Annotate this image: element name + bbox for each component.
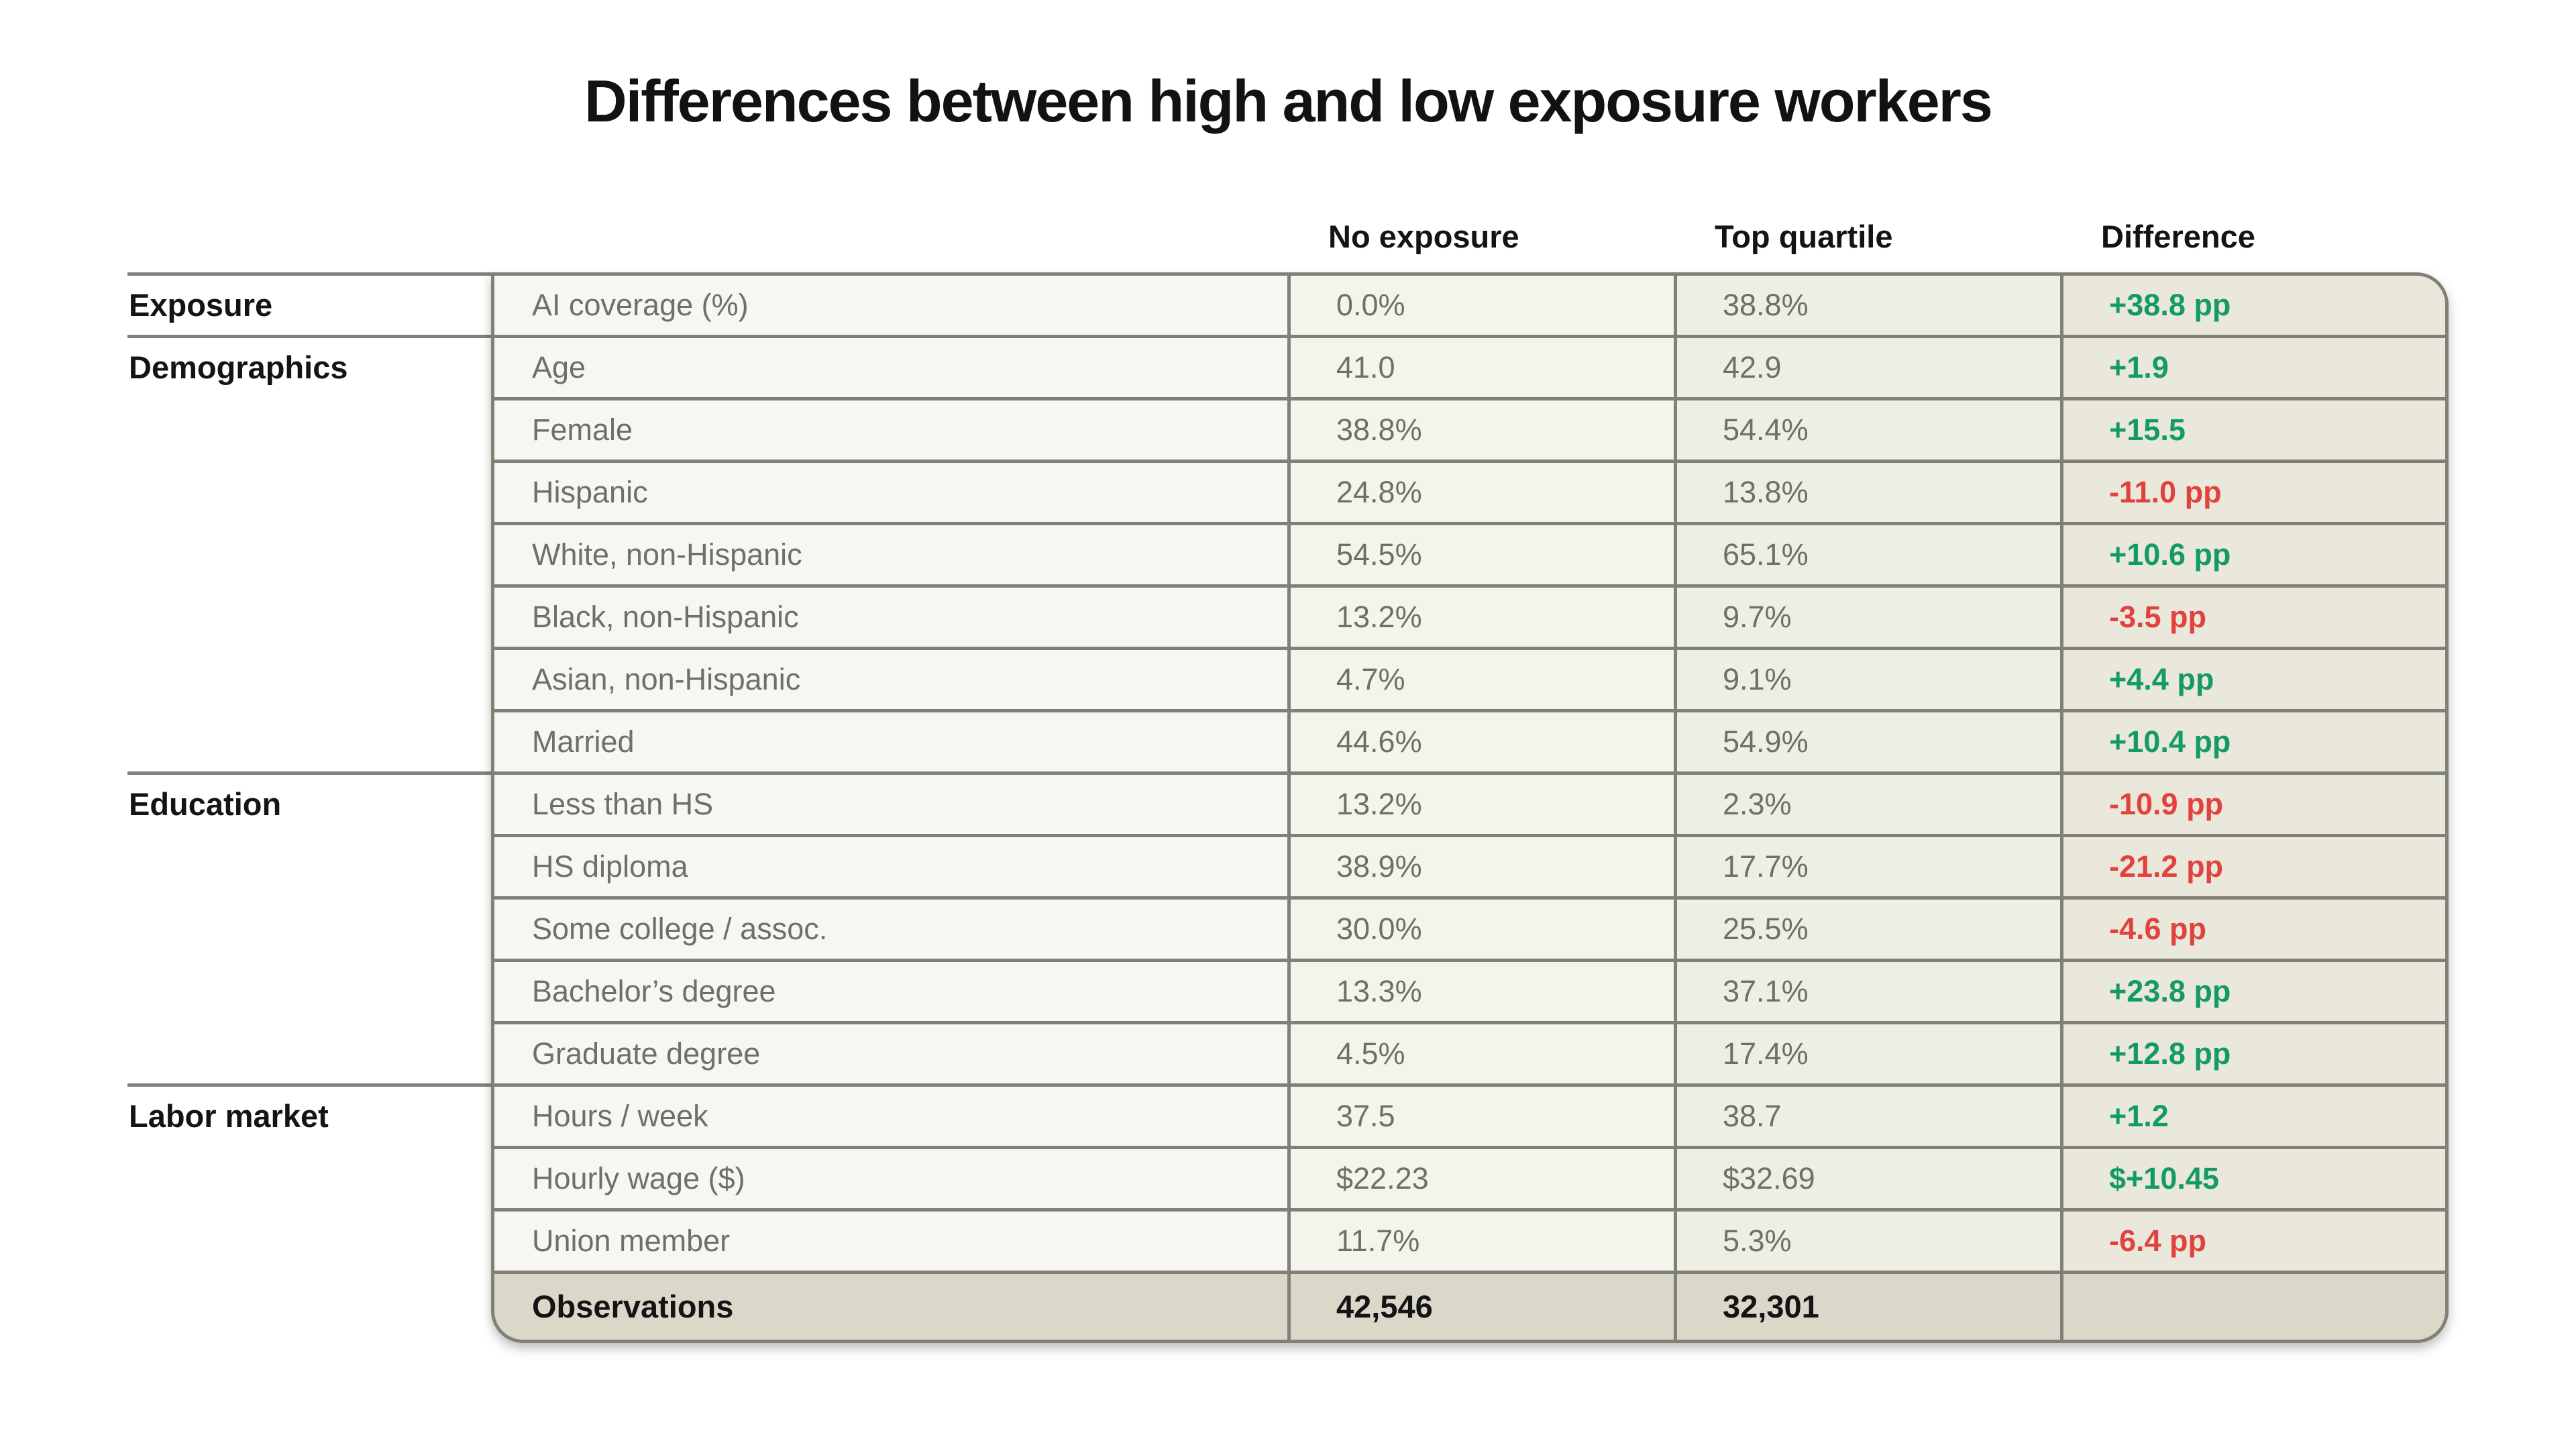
cell-no-exposure: 24.8%: [1287, 463, 1674, 522]
cell-difference: +12.8 pp: [2060, 1024, 2445, 1083]
cell-top-quartile: 42.9: [1674, 338, 2060, 397]
cell-difference: +15.5: [2060, 400, 2445, 460]
cell-difference: +1.9: [2060, 338, 2445, 397]
cell-no-exposure: 37.5: [1287, 1087, 1674, 1146]
cell-no-exposure: 13.2%: [1287, 775, 1674, 834]
cell-no-exposure: 38.8%: [1287, 400, 1674, 460]
cell-top-quartile: 38.7: [1674, 1087, 2060, 1146]
cell-no-exposure: 30.0%: [1287, 900, 1674, 959]
row-label-less-than-hs: Less than HS: [494, 775, 1287, 834]
row-label-graduate-degree: Graduate degree: [494, 1024, 1287, 1083]
cell-top-quartile: $32.69: [1674, 1149, 2060, 1208]
cell-difference: +38.8 pp: [2060, 276, 2445, 335]
cell-difference: -10.9 pp: [2060, 775, 2445, 834]
table-row: White, non-Hispanic 54.5% 65.1% +10.6 pp: [494, 522, 2445, 584]
cell-top-quartile: 13.8%: [1674, 463, 2060, 522]
cell-top-quartile: 65.1%: [1674, 525, 2060, 584]
cell-difference: +1.2: [2060, 1087, 2445, 1146]
cell-no-exposure: 44.6%: [1287, 712, 1674, 771]
table-row: Graduate degree 4.5% 17.4% +12.8 pp: [494, 1021, 2445, 1083]
table-row: HS diploma 38.9% 17.7% -21.2 pp: [494, 834, 2445, 896]
cell-difference: +4.4 pp: [2060, 650, 2445, 709]
table-footer-row: Observations 42,546 32,301: [494, 1271, 2445, 1340]
table-row: Hourly wage ($) $22.23 $32.69 $+10.45: [494, 1146, 2445, 1208]
cell-difference: $+10.45: [2060, 1149, 2445, 1208]
row-label-bachelor-s-degree: Bachelor’s degree: [494, 962, 1287, 1021]
cell-top-quartile: 54.4%: [1674, 400, 2060, 460]
group-label-demographics: Demographics: [127, 335, 491, 771]
cell-difference: -11.0 pp: [2060, 463, 2445, 522]
group-column: Exposure Demographics Education Labor marke…: [127, 272, 491, 1271]
cell-difference: +10.6 pp: [2060, 525, 2445, 584]
table-row: Asian, non-Hispanic 4.7% 9.1% +4.4 pp: [494, 647, 2445, 709]
page-title: Differences between high and low exposur…: [584, 68, 1993, 134]
table-row: Less than HS 13.2% 2.3% -10.9 pp: [494, 771, 2445, 834]
cell-no-exposure: 4.5%: [1287, 1024, 1674, 1083]
cell-difference: [2060, 1274, 2445, 1340]
cell-difference: +23.8 pp: [2060, 962, 2445, 1021]
cell-no-exposure: 42,546: [1287, 1274, 1674, 1340]
cell-top-quartile: 9.1%: [1674, 650, 2060, 709]
cell-difference: -21.2 pp: [2060, 837, 2445, 896]
cell-top-quartile: 9.7%: [1674, 588, 2060, 647]
row-label-hourly-wage: Hourly wage ($): [494, 1149, 1287, 1208]
cell-no-exposure: 11.7%: [1287, 1212, 1674, 1271]
column-header-no-exposure: No exposure: [1328, 219, 1519, 254]
cell-no-exposure: 13.2%: [1287, 588, 1674, 647]
table-row: Married 44.6% 54.9% +10.4 pp: [494, 709, 2445, 771]
table-row: Some college / assoc. 30.0% 25.5% -4.6 pp: [494, 896, 2445, 959]
row-label-age: Age: [494, 338, 1287, 397]
cell-no-exposure: 4.7%: [1287, 650, 1674, 709]
table-row: Age 41.0 42.9 +1.9: [494, 335, 2445, 397]
cell-no-exposure: 38.9%: [1287, 837, 1674, 896]
cell-no-exposure: 0.0%: [1287, 276, 1674, 335]
row-label-union-member: Union member: [494, 1212, 1287, 1271]
row-label-asian-non-hispanic: Asian, non-Hispanic: [494, 650, 1287, 709]
row-label-female: Female: [494, 400, 1287, 460]
cell-difference: -6.4 pp: [2060, 1212, 2445, 1271]
cell-no-exposure: 54.5%: [1287, 525, 1674, 584]
cell-no-exposure: 41.0: [1287, 338, 1674, 397]
cell-top-quartile: 32,301: [1674, 1274, 2060, 1340]
table-row: Union member 11.7% 5.3% -6.4 pp: [494, 1208, 2445, 1271]
table-body: AI coverage (%) 0.0% 38.8% +38.8 pp Age 41.0 4…: [491, 272, 2449, 1343]
row-label-some-college-assoc: Some college / assoc.: [494, 900, 1287, 959]
cell-no-exposure: 13.3%: [1287, 962, 1674, 1021]
cell-top-quartile: 17.7%: [1674, 837, 2060, 896]
group-label-education: Education: [127, 771, 491, 1083]
cell-top-quartile: 37.1%: [1674, 962, 2060, 1021]
group-label-labor-market: Labor market: [127, 1083, 491, 1271]
row-label-hispanic: Hispanic: [494, 463, 1287, 522]
row-label-married: Married: [494, 712, 1287, 771]
group-label-exposure: Exposure: [127, 272, 491, 335]
cell-difference: -4.6 pp: [2060, 900, 2445, 959]
row-label-ai-coverage: AI coverage (%): [494, 276, 1287, 335]
cell-top-quartile: 25.5%: [1674, 900, 2060, 959]
table-row: Black, non-Hispanic 13.2% 9.7% -3.5 pp: [494, 584, 2445, 647]
cell-top-quartile: 38.8%: [1674, 276, 2060, 335]
cell-no-exposure: $22.23: [1287, 1149, 1674, 1208]
row-label-hours-week: Hours / week: [494, 1087, 1287, 1146]
cell-top-quartile: 2.3%: [1674, 775, 2060, 834]
table-row: AI coverage (%) 0.0% 38.8% +38.8 pp: [494, 276, 2445, 335]
table-row: Bachelor’s degree 13.3% 37.1% +23.8 pp: [494, 959, 2445, 1021]
table-row: Female 38.8% 54.4% +15.5: [494, 397, 2445, 460]
comparison-table: No exposure Top quartile Difference Expo…: [127, 196, 2449, 1343]
cell-top-quartile: 5.3%: [1674, 1212, 2060, 1271]
row-label-observations: Observations: [494, 1274, 1287, 1340]
table-row: Hispanic 24.8% 13.8% -11.0 pp: [494, 460, 2445, 522]
cell-difference: +10.4 pp: [2060, 712, 2445, 771]
row-label-black-non-hispanic: Black, non-Hispanic: [494, 588, 1287, 647]
column-header-top-quartile: Top quartile: [1715, 219, 1893, 254]
row-label-white-non-hispanic: White, non-Hispanic: [494, 525, 1287, 584]
table-row: Hours / week 37.5 38.7 +1.2: [494, 1083, 2445, 1146]
cell-top-quartile: 17.4%: [1674, 1024, 2060, 1083]
table-header-row: No exposure Top quartile Difference: [127, 196, 2449, 272]
column-header-difference: Difference: [2101, 219, 2255, 254]
row-label-hs-diploma: HS diploma: [494, 837, 1287, 896]
cell-top-quartile: 54.9%: [1674, 712, 2060, 771]
cell-difference: -3.5 pp: [2060, 588, 2445, 647]
